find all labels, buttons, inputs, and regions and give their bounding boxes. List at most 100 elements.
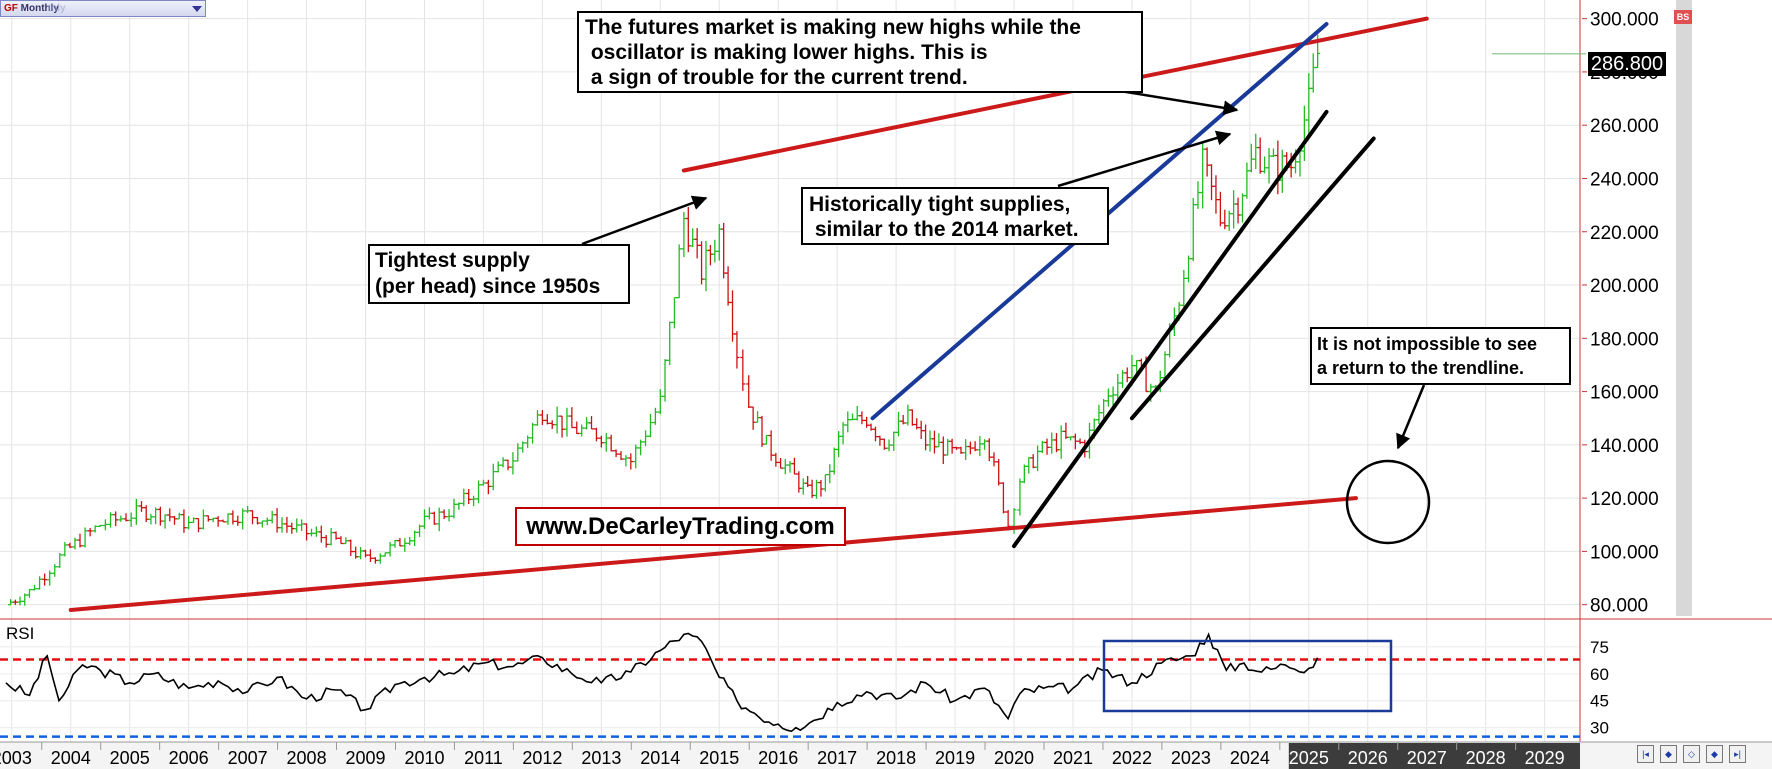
ohlc-bar — [333, 531, 339, 540]
ohlc-bar — [284, 516, 290, 533]
ohlc-bar — [1244, 162, 1250, 199]
zoom-out-icon[interactable]: ◇ — [1683, 745, 1700, 763]
ohlc-bar — [471, 495, 477, 507]
ohlc-bar — [235, 515, 241, 526]
chevron-down-icon[interactable] — [192, 6, 202, 12]
buy-sell-button[interactable]: BS — [1674, 10, 1692, 24]
ohlc-bar — [210, 517, 216, 523]
ohlc-bar — [225, 513, 231, 525]
ohlc-bar — [1231, 190, 1237, 229]
time-tick-label: 2028 — [1466, 748, 1506, 768]
ohlc-bar — [52, 564, 58, 577]
ohlc-bar — [42, 573, 48, 586]
ohlc-bar — [1306, 73, 1312, 136]
ohlc-bar — [1275, 140, 1281, 195]
ohlc-bar — [485, 479, 491, 495]
ohlc-bar — [157, 506, 163, 526]
ohlc-bar — [730, 290, 736, 342]
ohlc-bar — [584, 417, 590, 430]
ohlc-bar — [505, 459, 511, 471]
ohlc-bar — [8, 599, 14, 606]
price-tick-label: 200.000 — [1590, 276, 1659, 297]
ohlc-bar — [446, 509, 452, 522]
ohlc-bar — [972, 441, 978, 452]
ohlc-bar — [97, 524, 103, 528]
ohlc-bar — [313, 526, 319, 537]
ohlc-bar — [982, 439, 988, 450]
ohlc-bar — [269, 510, 275, 524]
annotation-arrow — [1396, 384, 1426, 450]
ohlc-bar — [1253, 133, 1259, 170]
ohlc-bar — [1039, 440, 1045, 454]
ohlc-bar — [809, 479, 815, 498]
target-circle — [1345, 459, 1431, 545]
ohlc-bar — [1044, 438, 1050, 455]
zoom-in-icon[interactable]: ◆ — [1660, 745, 1677, 763]
ohlc-bar — [549, 420, 555, 430]
ohlc-bar — [372, 557, 378, 564]
ohlc-bar — [787, 461, 793, 473]
ohlc-bar — [845, 411, 851, 433]
ohlc-bar — [977, 436, 983, 457]
scroll-icon[interactable]: ◆ — [1706, 745, 1723, 763]
ohlc-bar — [721, 222, 727, 279]
price-tick-label: 220.000 — [1590, 223, 1659, 244]
ohlc-bar — [734, 331, 740, 369]
ohlc-bar — [436, 507, 442, 532]
ohlc-bar — [1115, 374, 1121, 400]
ohlc-bar — [245, 505, 251, 513]
time-tick-label: 2027 — [1407, 748, 1447, 768]
first-icon[interactable]: |◂ — [1637, 745, 1654, 763]
ohlc-bar — [603, 433, 609, 452]
ohlc-bar — [900, 414, 906, 425]
ohlc-bar — [931, 430, 937, 454]
ohlc-bar — [240, 508, 246, 530]
price-tick-label: 100.000 — [1590, 542, 1659, 563]
ohlc-bar — [377, 553, 383, 564]
tight-supplies-annotation: Historically tight supplies, similar to … — [801, 187, 1109, 245]
ohlc-bar — [914, 418, 920, 430]
ohlc-bar — [986, 438, 992, 462]
ohlc-bar — [940, 436, 946, 465]
ohlc-bar — [1124, 367, 1130, 383]
price-bars — [8, 34, 1321, 606]
ohlc-bar — [92, 525, 98, 533]
ohlc-bar — [652, 407, 658, 425]
ohlc-bar — [1068, 436, 1074, 441]
ohlc-bar — [831, 447, 837, 475]
ohlc-bar — [1217, 191, 1223, 227]
annotation-arrow — [1119, 89, 1239, 116]
ohlc-bar — [387, 541, 393, 557]
time-tick-label: 2029 — [1525, 748, 1565, 768]
ohlc-bar — [569, 407, 575, 429]
ohlc-bar — [328, 528, 334, 546]
ohlc-bar — [495, 461, 501, 473]
ohlc-bar — [456, 502, 462, 510]
ohlc-bar — [633, 444, 639, 469]
price-tick-label: 180.000 — [1590, 329, 1659, 350]
ohlc-bar — [1190, 198, 1196, 262]
ohlc-bar — [412, 530, 418, 547]
ohlc-bar — [338, 536, 344, 545]
ohlc-bar — [827, 464, 833, 484]
ohlc-bar — [77, 533, 83, 548]
trendline-support — [1129, 136, 1376, 421]
ohlc-bar — [791, 457, 797, 475]
ohlc-bar — [123, 513, 129, 522]
ohlc-bar — [628, 453, 634, 470]
time-tick-label: 2014 — [640, 748, 680, 768]
ohlc-bar — [1110, 386, 1116, 406]
ohlc-bar — [905, 404, 911, 426]
price-tick-label: 140.000 — [1590, 436, 1659, 457]
ohlc-bar — [657, 389, 663, 415]
ohlc-bar — [707, 245, 713, 266]
last-icon[interactable]: ▸| — [1729, 745, 1746, 763]
ohlc-bar — [118, 515, 124, 522]
ohlc-bar — [1096, 404, 1102, 425]
symbol-selector[interactable]: GF Monthly thly — [0, 0, 206, 17]
ohlc-bar — [927, 430, 933, 452]
rsi-tick-label: 30 — [1590, 719, 1609, 738]
ohlc-bar — [859, 411, 865, 425]
ohlc-bar — [694, 228, 700, 259]
